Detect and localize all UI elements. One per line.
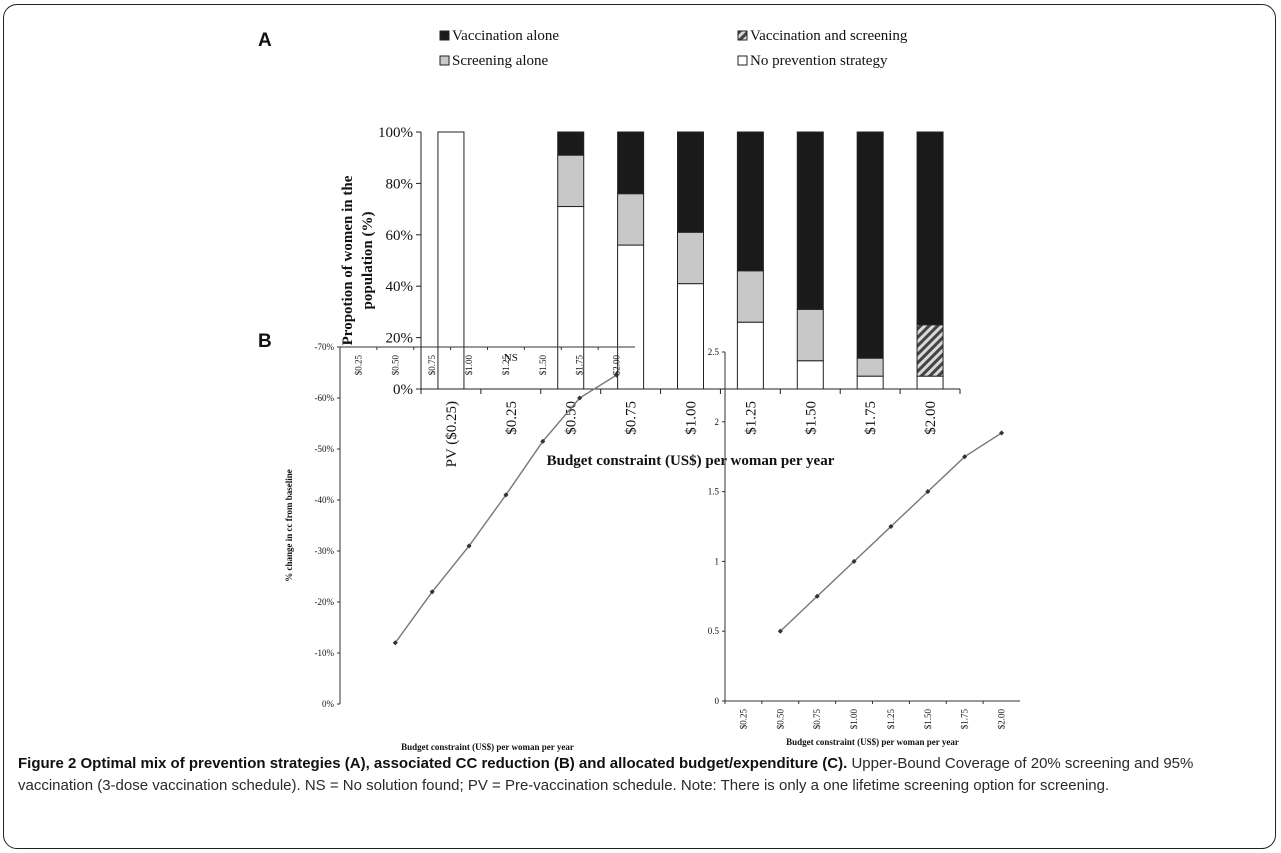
legend-swatch [737, 30, 748, 41]
y-axis-title: % change in cc from baseline [284, 469, 294, 582]
y-tick-label: -60% [315, 393, 335, 403]
x-tick-label: PV ($0.25) [444, 401, 460, 467]
chart-b-line: 0% -10% -20% -30% -40% -50% -60% -70% $0.25 $0.50… [284, 342, 635, 752]
x-tick-label: $1.25 [743, 401, 759, 435]
x-tick-label: $1.75 [960, 709, 970, 730]
panel-label-a: A [258, 30, 272, 51]
bar-segment-vaccination-alone [736, 131, 764, 272]
y-tick-label: 0% [393, 382, 413, 398]
bar-segment-vaccination-alone [856, 131, 884, 359]
ns-annotation: NS [504, 352, 518, 364]
legend-swatch [439, 30, 450, 41]
y-tick-label: 40% [386, 279, 414, 295]
chart-a-stacked-bar: 0% 20% 40% 60% 80% 100% PV ($0.25) $0.25 $0.50 $0… [340, 28, 961, 469]
x-tick-label: $1.00 [684, 401, 700, 435]
bar-segment-no-prevention-strategy [736, 321, 764, 390]
x-tick-label: $0.25 [353, 355, 363, 376]
bar-segment-screening-alone [617, 193, 645, 246]
bar-segment-vaccination-alone [677, 131, 704, 233]
x-tick-label: $0.75 [812, 709, 822, 730]
data-point [925, 489, 931, 495]
y-tick-label: 0% [322, 699, 335, 709]
data-point [888, 523, 894, 530]
bar-segment-screening-alone [796, 308, 824, 362]
y-tick-label: 80% [386, 176, 414, 192]
caption-text: Upper-Bound Coverage of 20% screening an… [18, 755, 1194, 794]
bar-segment-no-prevention-strategy [617, 244, 645, 390]
x-tick-label: $1.50 [923, 709, 933, 730]
bar-segment-vaccination-alone [617, 131, 645, 195]
x-tick-label: $0.25 [504, 401, 520, 435]
series-line [394, 374, 617, 644]
bar-segment-screening-alone [557, 154, 585, 208]
series-line [779, 432, 1002, 632]
bar-segment-no-prevention-strategy [557, 206, 585, 390]
y-axis-title-line-1: Propotion of women in the [340, 175, 356, 345]
y-tick-label: -30% [315, 546, 335, 556]
x-tick-label: $2.00 [612, 355, 622, 376]
y-tick-label: -10% [315, 648, 335, 658]
caption-title: Figure 2 Optimal mix of prevention strat… [18, 755, 848, 772]
bar-segment-no-prevention-strategy [796, 360, 824, 390]
y-tick-label: 100% [378, 125, 413, 141]
x-tick-label: $1.00 [464, 355, 474, 376]
bar-segment-screening-alone [736, 270, 764, 323]
x-axis-title: Budget constraint (US$) per woman per ye… [786, 737, 959, 747]
x-axis-title: Budget constraint (US$) per woman per ye… [547, 453, 835, 469]
x-tick-label: $1.75 [575, 355, 585, 376]
bar-segment-screening-alone [677, 231, 704, 285]
chart-c-line: 0 0.5 1 1.5 2 2.5 $0.25 $0.50 $0.75 $1.00 $1.25 $1.… [708, 347, 1020, 747]
bar-segment-vaccination-and-screening [916, 324, 944, 377]
x-tick-label: $1.50 [803, 401, 819, 435]
bar-segment-vaccination-alone [796, 131, 824, 310]
x-tick-label: $1.00 [849, 709, 859, 730]
bar-segment-vaccination-alone [557, 131, 585, 156]
legend-label: No prevention strategy [750, 53, 888, 69]
y-tick-label: -20% [315, 597, 335, 607]
x-tick-label: $0.75 [624, 401, 640, 435]
x-tick-label: $1.50 [538, 355, 548, 376]
legend-swatch [439, 55, 450, 66]
x-tick-label: $0.25 [738, 709, 748, 730]
y-axis-title-line-2: population (%) [360, 212, 376, 310]
bar-segment-vaccination-alone [916, 131, 944, 326]
panel-label-b: B [258, 331, 272, 352]
y-tick-label: -50% [315, 444, 335, 454]
legend-swatch [737, 55, 748, 66]
legend-label: Screening alone [452, 53, 549, 69]
figure-caption: Figure 2 Optimal mix of prevention strat… [18, 753, 1263, 797]
legend-label: Vaccination and screening [750, 28, 908, 44]
x-axis-title: Budget constraint (US$) per woman per ye… [401, 742, 574, 752]
x-tick-label: $0.50 [564, 401, 580, 435]
y-tick-label: 20% [386, 331, 414, 347]
y-tick-label: -40% [315, 495, 335, 505]
x-tick-label: $1.75 [863, 401, 879, 435]
x-tick-label: $1.25 [501, 355, 511, 376]
x-tick-label: $0.50 [390, 355, 400, 376]
x-tick-label: $2.00 [923, 401, 939, 435]
y-tick-label: 0 [715, 696, 720, 706]
y-tick-label: 60% [386, 228, 414, 244]
x-tick-label: $2.00 [997, 709, 1007, 730]
x-tick-label: $1.25 [886, 709, 896, 730]
x-tick-label: $0.75 [427, 355, 437, 376]
y-tick-label: 2 [715, 417, 720, 427]
legend-label: Vaccination alone [452, 28, 559, 44]
y-tick-label: 2.5 [708, 347, 720, 357]
y-tick-label: 1 [715, 556, 720, 566]
y-tick-label: 0.5 [708, 626, 720, 636]
y-tick-label: -70% [315, 342, 335, 352]
x-tick-label: $0.50 [775, 709, 785, 730]
y-tick-label: 1.5 [708, 487, 720, 497]
bar-segment-no-prevention-strategy [437, 131, 465, 390]
